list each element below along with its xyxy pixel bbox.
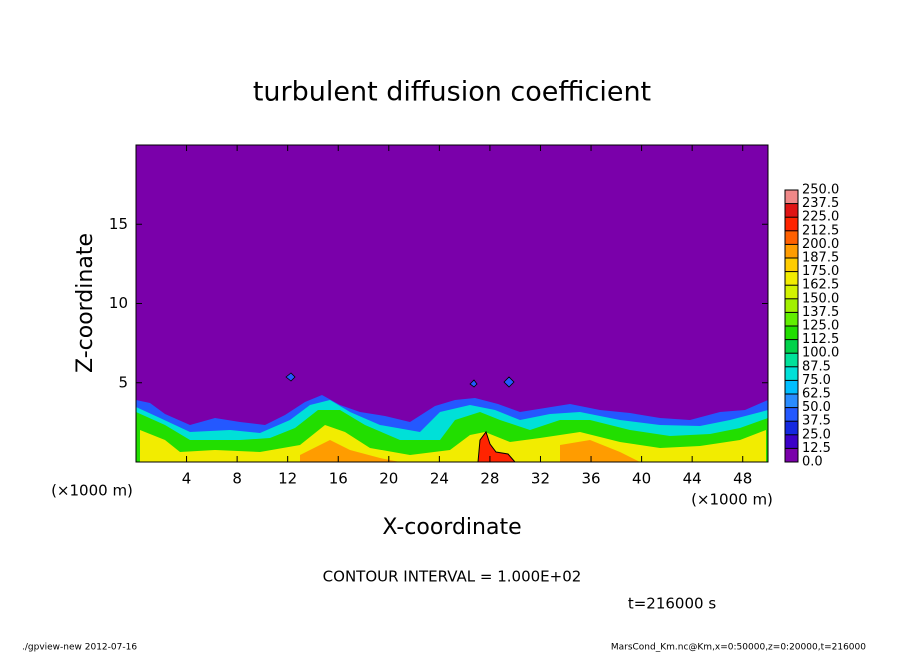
colorbar-bin [785, 353, 798, 367]
x-tick-label: 48 [733, 470, 752, 488]
x-unit: (×1000 m) [51, 482, 133, 500]
colorbar-bin [785, 190, 798, 204]
colorbar-bin [785, 434, 798, 449]
colorbar-bin [785, 203, 798, 218]
x-tick-label: 32 [531, 470, 550, 488]
x-tick-label: 12 [278, 470, 297, 488]
x-tick-label: 16 [329, 470, 348, 488]
colorbar-bin [785, 244, 798, 258]
colorbar-bin [785, 258, 798, 272]
x-tick-label: 24 [430, 470, 449, 488]
colorbar-label: 75.0 [802, 373, 831, 388]
colorbar-label: 50.0 [802, 400, 831, 415]
colorbar-label: 187.5 [802, 251, 839, 266]
colorbar-bin [785, 217, 798, 231]
colorbar-bin [785, 298, 798, 313]
colorbar-bin [785, 326, 798, 340]
colorbar-bin [785, 380, 798, 394]
field-orange [300, 440, 640, 462]
colorbar-bin [785, 448, 798, 462]
x-tick-label: 40 [632, 470, 651, 488]
colorbar-label: 25.0 [802, 427, 831, 442]
colorbar-label: 162.5 [802, 278, 839, 293]
colorbar-bin [785, 366, 798, 381]
colorbar-label: 237.5 [802, 196, 839, 211]
x-tick-label: 8 [232, 470, 242, 488]
y-tick-label: 5 [118, 373, 128, 391]
colorbar-label: 37.5 [802, 414, 831, 429]
colorbar-bin [785, 285, 798, 299]
x-tick-label: 44 [683, 470, 702, 488]
colorbar-label: 62.5 [802, 387, 831, 402]
colorbar-label: 137.5 [802, 305, 839, 320]
colorbar-bin [785, 271, 798, 286]
x-tick-label: 28 [480, 470, 499, 488]
colorbar-label: 250.0 [802, 183, 839, 198]
colorbar-label: 212.5 [802, 223, 839, 238]
y-tick-label: 10 [109, 294, 128, 312]
colorbar-bin [785, 312, 798, 326]
footer-left: ./gpview-new 2012-07-16 [22, 643, 137, 653]
x-unit-right: (×1000 m) [691, 491, 773, 509]
x-tick-label: 20 [379, 470, 398, 488]
chart-title: turbulent diffusion coefficient [253, 77, 651, 108]
time-label: t=216000 s [628, 595, 716, 613]
colorbar-label: 12.5 [802, 441, 831, 456]
colorbar-label: 100.0 [802, 346, 839, 361]
colorbar-label: 0.0 [802, 455, 823, 470]
contour-field [136, 145, 768, 463]
colorbar-bin [785, 421, 798, 435]
y-tick-label: 15 [109, 215, 128, 233]
colorbar-label: 87.5 [802, 359, 831, 374]
colorbar-label: 200.0 [802, 237, 839, 252]
y-axis-label: Z-coordinate [73, 233, 98, 373]
colorbar-label: 125.0 [802, 319, 839, 334]
x-axis-label: X-coordinate [382, 515, 521, 540]
contour-interval: CONTOUR INTERVAL = 1.000E+02 [323, 568, 582, 586]
colorbar-bin [785, 339, 798, 354]
x-tick-label: 4 [182, 470, 192, 488]
colorbar-bin [785, 407, 798, 422]
colorbar-label: 150.0 [802, 291, 839, 306]
colorbar-label: 112.5 [802, 332, 839, 347]
footer-right: MarsCond_Km.nc@Km,x=0:50000,z=0:20000,t=… [611, 643, 866, 653]
colorbar-bin [785, 230, 798, 245]
colorbar-bin [785, 394, 798, 408]
field-blob [285, 372, 515, 388]
colorbar-label: 225.0 [802, 210, 839, 225]
field-red [477, 430, 517, 463]
colorbar-label: 175.0 [802, 264, 839, 279]
x-tick-label: 36 [581, 470, 600, 488]
